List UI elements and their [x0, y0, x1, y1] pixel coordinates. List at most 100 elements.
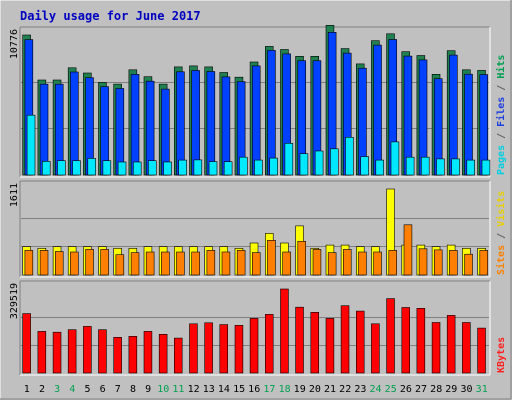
series-kbytes [22, 288, 486, 374]
bar-kbytes-day-20 [310, 311, 319, 374]
bar-kbytes-day-19 [295, 306, 304, 374]
bar-files-day-29 [449, 54, 458, 176]
legend-part: Sites [495, 245, 507, 275]
bar-sites-day-3 [54, 251, 64, 276]
y-max-label: 10776 [9, 29, 20, 59]
legend-part: Visits [495, 191, 507, 227]
legend-part: Files [495, 97, 507, 127]
x-tick-label: 27 [415, 384, 427, 395]
panel-legend: Sites / Visits [495, 191, 507, 275]
bar-kbytes-day-14 [219, 324, 229, 374]
bar-files-day-4 [70, 71, 79, 176]
chart-title: Daily usage for June 2017 [20, 9, 201, 23]
bar-kbytes-day-27 [416, 307, 426, 374]
bar-files-day-24 [373, 44, 382, 176]
bar-kbytes-day-21 [325, 318, 335, 374]
bar-kbytes-day-9 [143, 331, 153, 374]
bar-kbytes-day-4 [67, 329, 77, 374]
bar-pages-day-1 [26, 114, 36, 176]
bar-pages-day-5 [87, 158, 97, 176]
bar-kbytes-day-11 [174, 337, 183, 374]
bar-pages-day-4 [72, 160, 81, 176]
bar-sites-day-24 [373, 251, 382, 276]
panel-bottom: 329519 KBytes [9, 280, 507, 376]
bar-kbytes-day-28 [431, 322, 441, 374]
x-tick-label: 1 [24, 384, 30, 395]
bar-sites-day-11 [176, 251, 185, 276]
x-tick-label: 2 [39, 384, 45, 395]
bar-sites-day-7 [115, 254, 125, 276]
bar-pages-day-24 [375, 159, 384, 176]
y-max-label: 329519 [9, 283, 20, 319]
bar-kbytes-day-25 [386, 298, 395, 374]
bar-pages-day-25 [390, 141, 400, 176]
bar-pages-day-20 [314, 150, 324, 176]
series-sites [24, 224, 488, 276]
bar-pages-day-2 [41, 161, 51, 176]
bar-kbytes-day-3 [52, 331, 62, 374]
x-tick-label: 10 [157, 384, 169, 395]
bar-kbytes-day-30 [462, 322, 471, 374]
bar-kbytes-day-7 [113, 336, 122, 374]
bar-sites-day-5 [85, 249, 94, 276]
bar-sites-day-20 [312, 249, 322, 276]
x-tick-label: 16 [248, 384, 260, 395]
legend-part: Pages [496, 145, 507, 175]
bar-kbytes-day-5 [83, 326, 92, 374]
bar-pages-day-21 [330, 148, 339, 176]
x-tick-label: 14 [218, 384, 230, 395]
bar-files-day-12 [191, 70, 200, 176]
bar-pages-day-28 [436, 158, 445, 176]
bar-pages-day-6 [102, 160, 112, 176]
bar-sites-day-17 [267, 240, 276, 276]
x-tick-label: 12 [188, 384, 200, 395]
bar-sites-day-23 [358, 251, 367, 276]
x-tick-label: 29 [445, 384, 457, 395]
bar-sites-day-19 [297, 241, 306, 276]
panel-legend: Pages / Files / Hits [495, 55, 507, 175]
bar-kbytes-day-31 [477, 327, 486, 374]
legend-part: Hits [495, 55, 507, 79]
bar-kbytes-day-6 [98, 329, 107, 374]
bar-pages-day-9 [148, 160, 157, 176]
bar-pages-day-7 [117, 161, 127, 176]
bar-files-day-14 [221, 76, 231, 176]
bar-pages-day-18 [284, 143, 294, 176]
bar-sites-day-29 [449, 250, 458, 276]
x-tick-label: 31 [476, 384, 488, 395]
bar-kbytes-day-15 [234, 324, 244, 374]
legend-part: / [496, 79, 507, 97]
bar-sites-day-31 [479, 250, 488, 276]
bar-files-day-11 [176, 71, 185, 176]
x-tick-label: 11 [172, 384, 184, 395]
bar-kbytes-day-18 [280, 288, 289, 374]
bar-kbytes-day-17 [264, 314, 274, 374]
bar-sites-day-2 [39, 250, 49, 276]
legend-part: / [496, 227, 507, 245]
chart-panels: 10776 Pages / Files / Hits 1611 Sites / Vis… [9, 24, 507, 376]
bar-sites-day-6 [100, 249, 109, 276]
bar-kbytes-day-26 [401, 307, 410, 374]
legend-part: / [496, 127, 507, 145]
bar-sites-day-30 [464, 253, 473, 276]
x-tick-label: 18 [279, 384, 291, 395]
bar-sites-day-27 [418, 248, 428, 276]
bar-pages-day-26 [405, 156, 415, 176]
bar-files-day-13 [206, 71, 216, 176]
bar-sites-day-10 [161, 251, 170, 276]
x-tick-label: 28 [430, 384, 442, 395]
bar-pages-day-10 [163, 161, 172, 176]
bar-pages-day-11 [178, 159, 187, 176]
bar-kbytes-day-24 [371, 323, 380, 374]
bar-sites-day-13 [206, 250, 216, 276]
bar-pages-day-3 [57, 160, 66, 176]
bar-sites-day-12 [191, 251, 200, 276]
bar-pages-day-15 [239, 156, 248, 176]
x-tick-label: 9 [145, 384, 151, 395]
bar-sites-day-4 [70, 251, 79, 276]
bar-pages-day-14 [223, 161, 233, 176]
bar-kbytes-day-10 [158, 333, 168, 374]
bar-kbytes-day-22 [340, 305, 350, 374]
bar-kbytes-day-29 [446, 315, 456, 374]
